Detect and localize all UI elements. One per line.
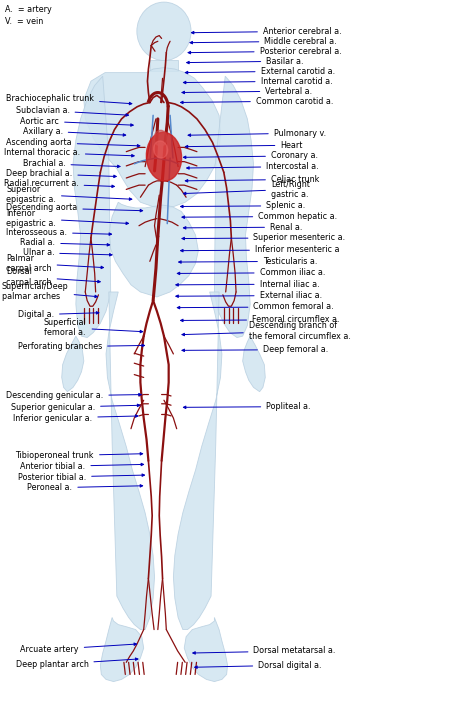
Text: Tibioperoneal trunk: Tibioperoneal trunk xyxy=(16,451,143,460)
Text: Testicularis a.: Testicularis a. xyxy=(179,257,317,266)
Text: Anterior tibial a.: Anterior tibial a. xyxy=(20,462,144,471)
Text: Dorsal metatarsal a.: Dorsal metatarsal a. xyxy=(193,646,336,656)
Text: External carotid a.: External carotid a. xyxy=(185,66,335,76)
Text: Common hepatic a.: Common hepatic a. xyxy=(182,212,337,221)
Ellipse shape xyxy=(154,130,167,146)
Text: Radial recurrent a.: Radial recurrent a. xyxy=(4,179,114,188)
Polygon shape xyxy=(243,336,265,392)
Text: Intercostal a.: Intercostal a. xyxy=(187,162,319,171)
Polygon shape xyxy=(100,618,144,681)
Polygon shape xyxy=(73,77,111,337)
Text: Deep plantar arch: Deep plantar arch xyxy=(16,658,138,669)
Polygon shape xyxy=(184,618,228,681)
Ellipse shape xyxy=(137,2,191,61)
Text: Superior
epigastric a.: Superior epigastric a. xyxy=(6,184,132,204)
Text: Superior mesenteric a.: Superior mesenteric a. xyxy=(182,233,346,242)
Text: Ascending aorta: Ascending aorta xyxy=(6,138,140,147)
Text: Ulnar a.: Ulnar a. xyxy=(23,248,112,257)
Text: Interosseous a.: Interosseous a. xyxy=(6,227,111,237)
Text: Femoral circumflex a.: Femoral circumflex a. xyxy=(181,315,339,324)
Ellipse shape xyxy=(146,132,182,181)
Polygon shape xyxy=(173,292,222,630)
Text: Internal iliac a.: Internal iliac a. xyxy=(176,280,319,289)
Text: Common femoral a.: Common femoral a. xyxy=(177,302,334,312)
Text: Inferior
epigastric a.: Inferior epigastric a. xyxy=(6,209,128,228)
Text: Dorsal digital a.: Dorsal digital a. xyxy=(195,661,322,670)
Text: Brachiocephalic trunk: Brachiocephalic trunk xyxy=(6,94,132,105)
Text: Posterior cerebral a.: Posterior cerebral a. xyxy=(188,46,341,56)
Text: Heart: Heart xyxy=(185,141,303,149)
Text: Descending aorta: Descending aorta xyxy=(6,204,143,212)
Text: Pulmonary v.: Pulmonary v. xyxy=(188,129,326,138)
Text: Peroneal a.: Peroneal a. xyxy=(27,483,143,493)
Text: Internal thoracic a.: Internal thoracic a. xyxy=(4,148,134,157)
Polygon shape xyxy=(106,292,155,630)
Text: Descending genicular a.: Descending genicular a. xyxy=(6,391,141,400)
Text: Digital a.: Digital a. xyxy=(18,310,99,320)
Text: Superficial
femoral a.: Superficial femoral a. xyxy=(44,318,143,337)
Text: Posterior tibial a.: Posterior tibial a. xyxy=(18,473,145,482)
Text: Internal carotid a.: Internal carotid a. xyxy=(183,77,332,86)
Polygon shape xyxy=(84,68,220,208)
Text: Deep brachial a.: Deep brachial a. xyxy=(6,169,116,178)
Text: Vertebral a.: Vertebral a. xyxy=(182,87,312,96)
Polygon shape xyxy=(150,60,178,72)
Text: V.  = vein: V. = vein xyxy=(5,17,44,26)
Text: Dorsal
carpal arch: Dorsal carpal arch xyxy=(6,267,100,287)
Text: Perforating branches: Perforating branches xyxy=(18,342,145,351)
Text: A.  = artery: A. = artery xyxy=(5,5,52,14)
Text: Superficial/Deep
palmar arches: Superficial/Deep palmar arches xyxy=(2,282,98,301)
Text: Axillary a.: Axillary a. xyxy=(23,127,126,137)
Text: Palmar
carpal arch: Palmar carpal arch xyxy=(6,254,103,273)
Text: Coronary a.: Coronary a. xyxy=(183,152,318,160)
Text: Subclavian a.: Subclavian a. xyxy=(16,106,128,117)
Text: Inferior mesenteric a: Inferior mesenteric a xyxy=(181,245,339,255)
Text: Aortic arc: Aortic arc xyxy=(20,117,133,127)
Text: Basilar a.: Basilar a. xyxy=(187,56,304,66)
Text: Radial a.: Radial a. xyxy=(20,238,109,247)
Text: Brachial a.: Brachial a. xyxy=(23,159,120,168)
Text: External iliac a.: External iliac a. xyxy=(176,291,322,300)
Text: Common iliac a.: Common iliac a. xyxy=(177,268,325,277)
Text: Superior genicular a.: Superior genicular a. xyxy=(11,403,140,412)
Polygon shape xyxy=(62,336,84,392)
Text: Left/Right
gastric a.: Left/Right gastric a. xyxy=(183,179,310,199)
Text: Splenic a.: Splenic a. xyxy=(181,202,305,210)
Text: Descending branch of
the femoral circumflex a.: Descending branch of the femoral circumf… xyxy=(182,322,351,341)
Polygon shape xyxy=(109,202,198,297)
Text: Inferior genicular a.: Inferior genicular a. xyxy=(13,413,138,423)
Text: Celiac trunk: Celiac trunk xyxy=(185,175,319,184)
Polygon shape xyxy=(214,77,254,337)
Text: Common carotid a.: Common carotid a. xyxy=(181,97,333,106)
Text: Arcuate artery: Arcuate artery xyxy=(20,643,137,654)
Ellipse shape xyxy=(154,141,168,158)
Text: Middle cerebral a.: Middle cerebral a. xyxy=(190,36,337,46)
Text: Deep femoral a.: Deep femoral a. xyxy=(182,345,328,354)
Text: Popliteal a.: Popliteal a. xyxy=(183,402,311,411)
Text: Renal a.: Renal a. xyxy=(183,222,302,232)
Text: Anterior cerebral a.: Anterior cerebral a. xyxy=(191,26,342,36)
